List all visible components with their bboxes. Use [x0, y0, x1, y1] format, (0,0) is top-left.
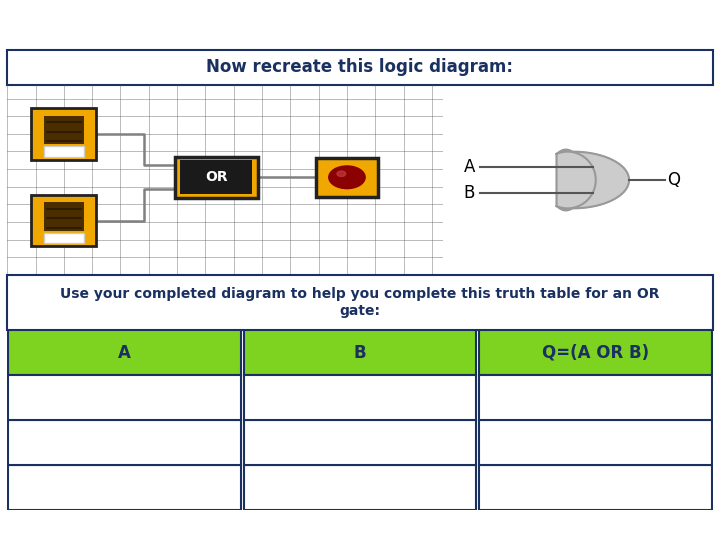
Polygon shape — [557, 150, 629, 211]
FancyBboxPatch shape — [315, 158, 378, 197]
Text: Q: Q — [667, 171, 680, 189]
FancyBboxPatch shape — [44, 233, 84, 244]
FancyBboxPatch shape — [31, 108, 96, 160]
Text: Q=(A OR B): Q=(A OR B) — [541, 343, 649, 361]
FancyBboxPatch shape — [479, 375, 711, 420]
FancyBboxPatch shape — [7, 275, 713, 330]
FancyBboxPatch shape — [44, 116, 84, 144]
Text: ◄: ◄ — [11, 516, 25, 535]
Text: Now recreate this logic diagram:: Now recreate this logic diagram: — [207, 58, 513, 77]
FancyBboxPatch shape — [9, 465, 241, 510]
FancyBboxPatch shape — [243, 375, 477, 420]
Text: Use your completed diagram to help you complete this truth table for an OR
gate:: Use your completed diagram to help you c… — [60, 287, 660, 318]
FancyBboxPatch shape — [479, 330, 711, 375]
FancyBboxPatch shape — [175, 157, 258, 198]
Text: ►: ► — [695, 516, 709, 535]
FancyBboxPatch shape — [243, 330, 477, 375]
FancyBboxPatch shape — [31, 195, 96, 246]
FancyBboxPatch shape — [44, 146, 84, 157]
FancyBboxPatch shape — [7, 50, 713, 85]
Circle shape — [329, 166, 365, 188]
Text: B: B — [464, 184, 475, 202]
FancyBboxPatch shape — [9, 420, 241, 465]
FancyBboxPatch shape — [180, 160, 253, 194]
FancyBboxPatch shape — [479, 420, 711, 465]
Text: A: A — [118, 343, 131, 361]
FancyBboxPatch shape — [243, 420, 477, 465]
FancyBboxPatch shape — [9, 375, 241, 420]
Text: Activity 2: Activity 2 — [16, 15, 135, 35]
FancyBboxPatch shape — [243, 465, 477, 510]
FancyBboxPatch shape — [44, 202, 84, 231]
FancyBboxPatch shape — [479, 465, 711, 510]
FancyBboxPatch shape — [9, 330, 241, 375]
Text: OR: OR — [205, 170, 228, 184]
Circle shape — [337, 171, 346, 177]
Text: B: B — [354, 343, 366, 361]
Text: A: A — [464, 158, 475, 176]
Text: ♁: ♁ — [688, 16, 702, 35]
